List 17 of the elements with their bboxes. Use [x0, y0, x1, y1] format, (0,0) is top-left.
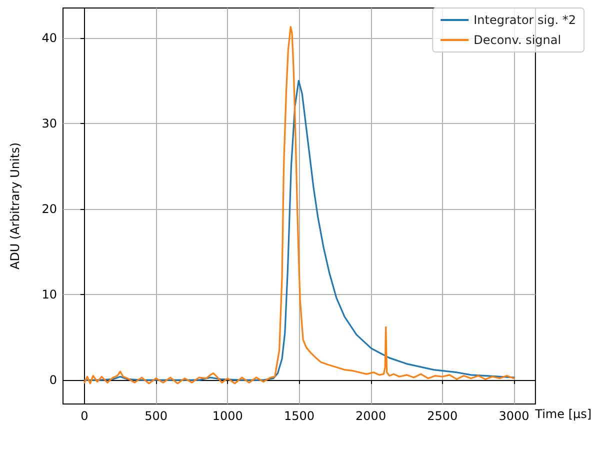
- y-tick-label: 10: [42, 288, 57, 302]
- y-tick-label: 0: [49, 373, 57, 388]
- y-axis-title: ADU (Arbitrary Units): [8, 142, 22, 270]
- x-tick-label: 1500: [284, 409, 314, 423]
- x-tick-label: 0: [80, 409, 88, 423]
- x-tick-label: 500: [144, 409, 168, 423]
- legend-label: Deconv. signal: [474, 33, 562, 47]
- line-series: [84, 80, 515, 381]
- x-tick-label: 2000: [356, 409, 386, 423]
- x-axis-title: Time [μs]: [534, 407, 592, 422]
- y-tick-label: 30: [42, 116, 57, 130]
- y-tick-label: 20: [42, 202, 57, 216]
- y-tick-label: 40: [42, 30, 57, 45]
- x-tick-label: 3000: [498, 409, 530, 423]
- legend-label: Integrator sig. *2: [474, 13, 576, 27]
- x-tick-label: 2500: [427, 409, 458, 423]
- x-tick-label: 1000: [212, 409, 243, 423]
